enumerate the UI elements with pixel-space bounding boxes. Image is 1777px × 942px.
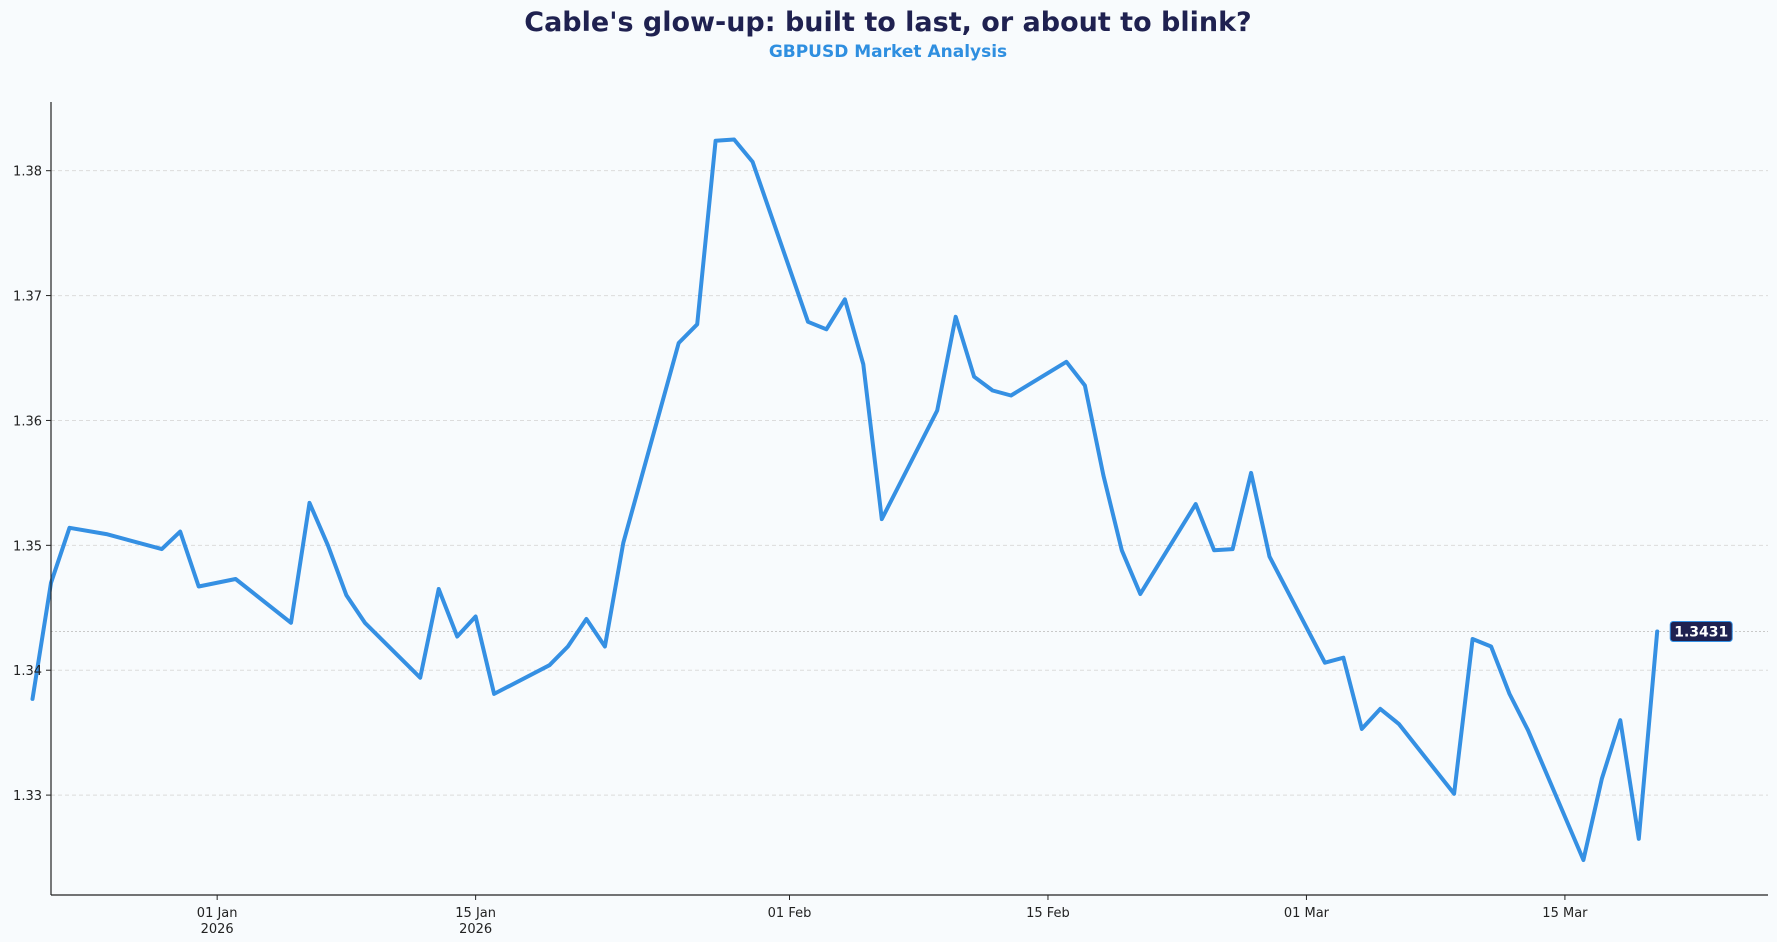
data-point <box>1378 707 1382 711</box>
last-value-badge-bg <box>1669 620 1733 642</box>
data-point <box>234 577 238 581</box>
data-point <box>621 541 625 545</box>
y-tick-label: 1.34 <box>13 664 42 679</box>
data-point <box>1212 548 1216 552</box>
data-point <box>1471 637 1475 641</box>
data-point <box>677 341 681 345</box>
data-point <box>1249 471 1253 475</box>
data-point <box>197 585 201 589</box>
data-point <box>1360 727 1364 731</box>
data-point <box>455 635 459 639</box>
y-tick-label: 1.33 <box>13 789 42 804</box>
y-tick-label: 1.35 <box>13 539 42 554</box>
data-point <box>437 587 441 591</box>
data-point <box>1655 630 1659 634</box>
data-point <box>861 362 865 366</box>
x-tick-label: 15 Feb <box>1026 906 1070 921</box>
y-tick-label: 1.37 <box>13 290 42 305</box>
data-point <box>326 543 330 547</box>
last-value-badge-text: 1.3431 <box>1674 624 1728 640</box>
data-point <box>363 621 367 625</box>
data-point <box>1194 502 1198 506</box>
data-point <box>991 389 995 393</box>
data-point <box>972 375 976 379</box>
data-point <box>751 160 755 164</box>
data-point <box>344 593 348 597</box>
data-point <box>548 663 552 667</box>
data-point <box>1341 656 1345 660</box>
y-axis-ticks: 1.33 1.34 1.35 1.36 1.37 1.38 <box>13 165 51 804</box>
chart-title: Cable's glow-up: built to last, or about… <box>524 7 1251 38</box>
chart-subtitle: GBPUSD Market Analysis <box>769 42 1007 62</box>
last-value-badge: 1.3431 <box>1669 620 1733 642</box>
series-line <box>30 137 1660 862</box>
data-point <box>308 501 312 505</box>
data-point <box>289 621 293 625</box>
data-point <box>474 615 478 619</box>
data-point <box>104 532 108 536</box>
x-tick-label: 01 Mar <box>1284 906 1330 921</box>
x-tick-sublabel: 2026 <box>201 922 234 937</box>
data-point <box>1064 360 1068 364</box>
data-point <box>1231 547 1235 551</box>
data-point <box>160 547 164 551</box>
data-point <box>1397 722 1401 726</box>
axes <box>50 102 1768 896</box>
data-point <box>880 517 884 521</box>
y-tick-label: 1.36 <box>13 414 42 429</box>
data-point <box>1138 592 1142 596</box>
data-point <box>1637 837 1641 841</box>
x-tick-sublabel: 2026 <box>459 922 492 937</box>
data-point <box>1120 548 1124 552</box>
data-point <box>492 692 496 696</box>
data-point <box>806 320 810 324</box>
data-point <box>178 530 182 534</box>
data-point <box>1489 645 1493 649</box>
data-point <box>1009 394 1013 398</box>
data-point <box>68 526 72 530</box>
data-point <box>935 409 939 413</box>
data-point <box>1323 661 1327 665</box>
y-tick-label: 1.38 <box>13 165 42 180</box>
x-tick-label: 01 Jan <box>197 906 238 921</box>
data-point <box>843 297 847 301</box>
data-point <box>732 138 736 142</box>
data-point <box>1268 555 1272 559</box>
data-point <box>1508 692 1512 696</box>
data-point <box>603 645 607 649</box>
data-point <box>1101 473 1105 477</box>
data-point <box>1618 718 1622 722</box>
x-tick-label: 01 Feb <box>768 906 812 921</box>
grid-lines <box>51 170 1768 796</box>
data-point <box>418 676 422 680</box>
data-point <box>1600 777 1604 781</box>
data-point <box>1083 384 1087 388</box>
data-point <box>31 697 35 701</box>
data-point <box>695 322 699 326</box>
series-layer <box>30 137 1660 862</box>
data-point <box>824 327 828 331</box>
data-point <box>714 139 718 143</box>
data-point <box>584 617 588 621</box>
data-point <box>566 645 570 649</box>
data-point <box>954 315 958 319</box>
data-point <box>1452 792 1456 796</box>
x-tick-label: 15 Jan <box>455 906 496 921</box>
x-tick-label: 15 Mar <box>1542 906 1588 921</box>
data-point <box>1581 858 1585 862</box>
data-point <box>1526 728 1530 732</box>
